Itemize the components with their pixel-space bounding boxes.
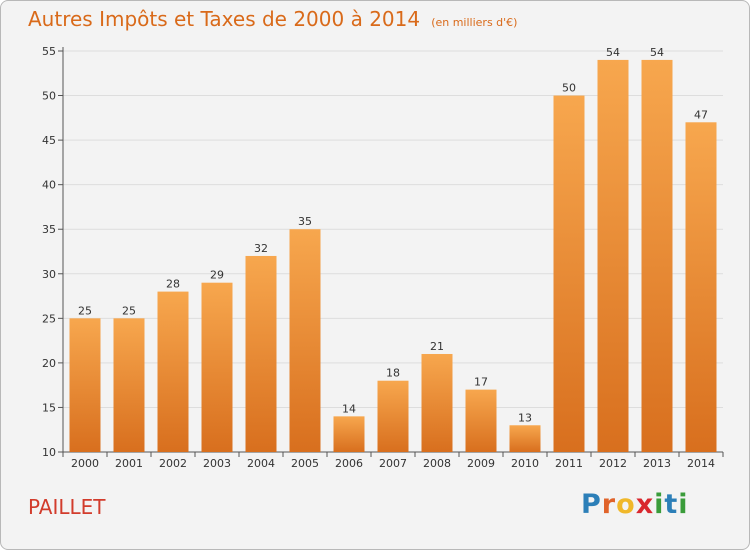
data-labels: 25 25 28 29 32 35 14 18 21 17 13 50 54 54 47	[78, 46, 708, 424]
data-label: 28	[166, 278, 180, 291]
x-tick-label: 2003	[203, 457, 231, 470]
x-tick-label: 2009	[467, 457, 495, 470]
commune-name: PAILLET	[28, 495, 106, 519]
proxiti-logo: Proxiti	[581, 489, 689, 520]
data-label: 50	[562, 82, 576, 95]
x-tick-label: 2013	[643, 457, 671, 470]
bar	[553, 95, 585, 453]
data-label: 25	[78, 304, 92, 317]
bar	[377, 380, 409, 452]
y-tick-label: 50	[42, 90, 56, 103]
y-tick-label: 20	[42, 357, 56, 370]
x-tick-label: 2005	[291, 457, 319, 470]
bar	[289, 229, 321, 452]
data-label: 17	[474, 376, 488, 389]
chart-title-block: Autres Impôts et Taxes de 2000 à 2014 (e…	[28, 7, 517, 31]
bar	[69, 318, 101, 452]
chart-title: Autres Impôts et Taxes de 2000 à 2014	[28, 7, 421, 31]
y-tick-label: 30	[42, 268, 56, 281]
bar	[113, 318, 145, 452]
x-tick-label: 2010	[511, 457, 539, 470]
bars	[69, 59, 717, 453]
y-tick-label: 25	[42, 312, 56, 325]
x-tick-label: 2014	[687, 457, 715, 470]
data-label: 35	[298, 215, 312, 228]
data-label: 47	[694, 108, 708, 121]
data-label: 14	[342, 402, 356, 415]
data-label: 54	[606, 46, 620, 59]
data-label: 29	[210, 269, 224, 282]
x-tick-label: 2007	[379, 457, 407, 470]
x-tick-label: 2006	[335, 457, 363, 470]
y-tick-labels: 10 15 20 25 30 35 40 45 50 55	[42, 45, 56, 459]
logo-letter: i	[678, 489, 689, 520]
chart-subtitle: (en milliers d'€)	[431, 16, 518, 29]
y-tick-label: 35	[42, 223, 56, 236]
bar	[421, 353, 453, 452]
logo-letter: P	[581, 489, 602, 520]
x-tick-label: 2000	[71, 457, 99, 470]
y-tick-label: 10	[42, 446, 56, 459]
logo-letter: x	[635, 489, 655, 520]
x-tick-labels: 2000 2001 2002 2003 2004 2005 2006 2007 2008 2009…	[71, 457, 715, 470]
logo-letter: r	[601, 489, 617, 520]
data-label: 54	[650, 46, 664, 59]
logo-letter: o	[616, 489, 636, 520]
x-tick-label: 2011	[555, 457, 583, 470]
x-tick-label: 2002	[159, 457, 187, 470]
bar	[245, 255, 277, 452]
y-tick-label: 45	[42, 134, 56, 147]
data-label: 25	[122, 304, 136, 317]
x-tick-label: 2008	[423, 457, 451, 470]
data-label: 13	[518, 411, 532, 424]
x-tick-label: 2001	[115, 457, 143, 470]
bar	[685, 122, 717, 453]
y-tick-label: 40	[42, 179, 56, 192]
x-tick-label: 2004	[247, 457, 275, 470]
y-tick-label: 55	[42, 45, 56, 58]
bar	[641, 59, 673, 453]
bar	[597, 59, 629, 453]
bar	[509, 425, 541, 452]
data-label: 32	[254, 242, 268, 255]
data-label: 21	[430, 340, 444, 353]
bar	[465, 389, 497, 452]
x-tick-label: 2012	[599, 457, 627, 470]
logo-letter: i	[654, 489, 665, 520]
bar	[333, 416, 365, 452]
bar	[201, 282, 233, 452]
y-tick-label: 15	[42, 401, 56, 414]
logo-letter: t	[664, 489, 679, 520]
data-label: 18	[386, 367, 400, 380]
bar	[157, 291, 189, 452]
